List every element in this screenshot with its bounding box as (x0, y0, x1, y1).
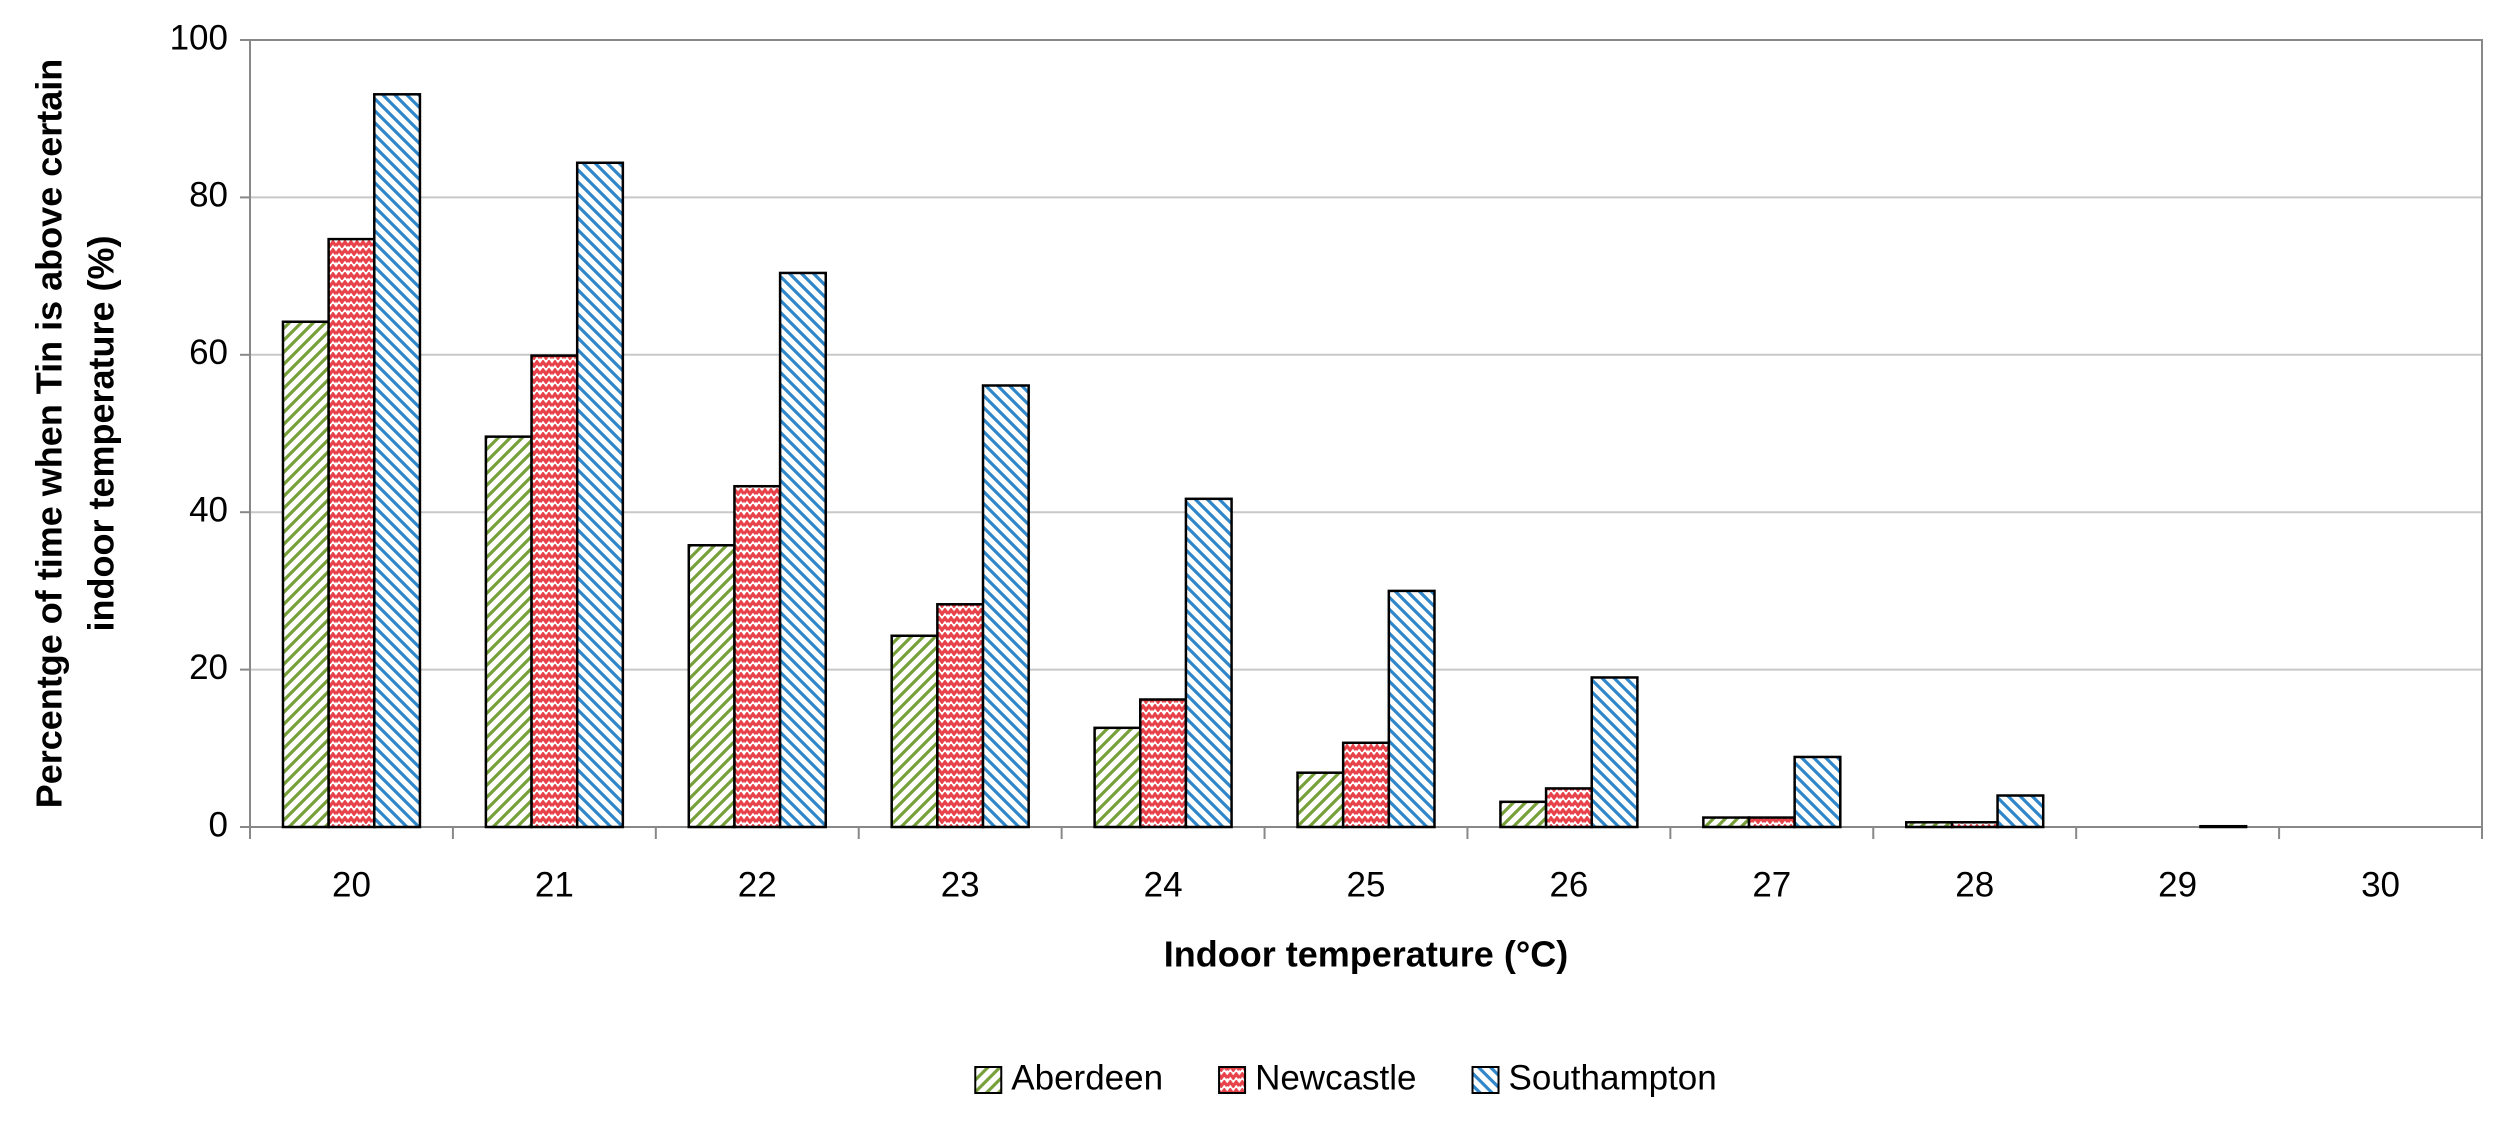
bar (1996, 794, 2045, 829)
x-tick-label: 29 (2158, 865, 2197, 904)
bar (1544, 787, 1593, 829)
legend-label: Newcastle (1255, 1058, 1416, 1097)
bar (2199, 824, 2248, 829)
y-tick-label: 20 (189, 648, 228, 687)
bar (327, 237, 376, 829)
legend-label: Aberdeen (1011, 1058, 1163, 1097)
x-tick-label: 27 (1752, 865, 1791, 904)
y-tick-label: 0 (209, 805, 228, 844)
bar (890, 634, 939, 829)
x-tick-label: 24 (1144, 865, 1183, 904)
x-tick-label: 28 (1955, 865, 1994, 904)
legend-label: Southampton (1509, 1058, 1717, 1097)
bar (484, 435, 533, 829)
bar (687, 544, 736, 829)
x-tick-label: 30 (2361, 865, 2400, 904)
bar (373, 93, 422, 829)
bar (1341, 741, 1391, 829)
bar (1184, 497, 1233, 829)
x-tick-label: 26 (1549, 865, 1588, 904)
y-axis-label: Percentge of time when Tin is above cert… (29, 59, 70, 809)
x-tick-label: 20 (332, 865, 371, 904)
legend: Aberdeen Newcastle Southampton (974, 1058, 1717, 1097)
bar (575, 161, 625, 829)
y-tick-label: 60 (189, 333, 228, 372)
bar (936, 603, 985, 829)
bar (1793, 755, 1842, 829)
x-tick-label: 21 (535, 865, 574, 904)
y-axis-label: indoor temperature (%) (81, 235, 122, 631)
legend-swatch (1471, 1066, 1500, 1094)
y-tick-label: 40 (189, 490, 228, 529)
bar (1093, 726, 1142, 829)
bar (733, 484, 782, 829)
x-tick-label: 25 (1347, 865, 1386, 904)
bar (1499, 800, 1548, 829)
y-tick-label: 80 (189, 176, 228, 215)
bar (1387, 589, 1436, 829)
x-tick-label: 23 (941, 865, 980, 904)
bar (1950, 821, 1999, 829)
bar (281, 320, 330, 829)
bar (981, 384, 1030, 829)
bar (1747, 816, 1796, 829)
bar (1590, 676, 1639, 829)
y-tick-label: 100 (170, 18, 228, 57)
bar (1904, 821, 1954, 829)
bar (1296, 771, 1345, 829)
legend-swatch (974, 1066, 1003, 1094)
legend-swatch (1218, 1066, 1247, 1094)
bar (530, 354, 579, 829)
x-axis-label: Indoor temperature (°C) (1164, 934, 1568, 975)
x-tick-label: 22 (738, 865, 777, 904)
bar (1702, 816, 1751, 829)
bar (1139, 698, 1188, 829)
bar (778, 271, 828, 829)
